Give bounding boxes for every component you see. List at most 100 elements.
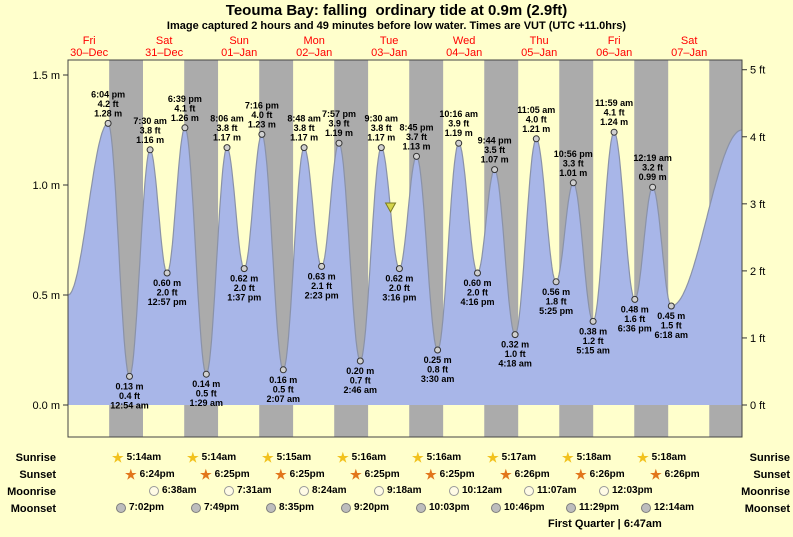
sunrise-entry: ★ 5:16am xyxy=(337,451,386,464)
tide-label-low: 0.32 m 1.0 ft 4:18 am xyxy=(498,340,532,369)
tide-point-dot xyxy=(279,366,287,374)
tide-label-low: 0.56 m 1.8 ft 5:25 pm xyxy=(539,287,573,316)
sunrise-star-icon: ★ xyxy=(412,450,424,465)
sunset-time: 6:25pm xyxy=(289,469,325,480)
moonrise-entry: 8:24am xyxy=(299,485,346,496)
tide-point-dot xyxy=(104,119,112,127)
tide-point-dot xyxy=(377,144,385,152)
sunrise-time: 5:16am xyxy=(351,452,387,463)
tide-label-low: 0.14 m 0.5 ft 1:29 am xyxy=(190,379,224,408)
tide-label-high: 10:56 pm 3.3 ft 1.01 m xyxy=(554,149,593,178)
tide-point-dot xyxy=(163,269,171,277)
moonset-icon xyxy=(266,502,276,513)
moonset-entry: 11:29pm xyxy=(566,502,619,513)
day-name: Sat xyxy=(155,35,173,47)
sunset-star-icon: ★ xyxy=(575,467,587,482)
tide-label-high: 11:59 am 4.1 ft 1.24 m xyxy=(595,98,633,127)
moonset-time: 7:49pm xyxy=(204,502,240,513)
sunset-time: 6:26pm xyxy=(514,469,550,480)
sunrise-entry: ★ 5:17am xyxy=(487,451,536,464)
left-axis-label: 0.0 m xyxy=(32,400,60,412)
moon-phase-note: First Quarter | 6:47am xyxy=(548,518,662,530)
moonrise-icon xyxy=(224,485,234,496)
day-label: Fri 06–Jan xyxy=(596,35,632,59)
left-axis-label: 1.5 m xyxy=(32,70,60,82)
moonset-entry: 12:14am xyxy=(641,502,694,513)
tide-point-dot xyxy=(552,278,560,286)
tide-point-dot xyxy=(631,295,639,303)
moonset-icon xyxy=(491,502,501,513)
sunrise-star-icon: ★ xyxy=(337,450,349,465)
tide-label-high: 6:39 pm 4.1 ft 1.26 m xyxy=(168,94,202,123)
sunrise-time: 5:14am xyxy=(201,452,237,463)
day-label: Sat 07–Jan xyxy=(671,35,707,59)
moonset-icon xyxy=(641,502,651,513)
capture-note: Image captured 2 hours and 49 minutes be… xyxy=(166,20,627,32)
tide-label-high: 8:45 pm 3.7 ft 1.13 m xyxy=(399,122,433,151)
tide-point-dot xyxy=(240,265,248,273)
day-name: Sat xyxy=(680,35,698,47)
sunrise-entry: ★ 5:14am xyxy=(187,451,236,464)
day-label: Sat 31–Dec xyxy=(145,35,183,59)
moonset-time: 8:35pm xyxy=(279,502,315,513)
sunrise-entry: ★ 5:18am xyxy=(637,451,686,464)
moonrise-icon xyxy=(449,485,459,496)
tide-label-low: 0.25 m 0.8 ft 3:30 am xyxy=(421,355,455,384)
sunset-entry: ★ 6:25pm xyxy=(200,468,250,481)
tide-label-high: 7:30 am 3.8 ft 1.16 m xyxy=(133,116,167,145)
moonrise-label-left: Moonrise xyxy=(7,486,56,498)
tide-label-low: 0.38 m 1.2 ft 5:15 am xyxy=(576,326,610,355)
moonrise-icon xyxy=(524,485,534,496)
sunset-entry: ★ 6:25pm xyxy=(350,468,400,481)
day-name: Wed xyxy=(452,35,476,47)
day-label: Mon 02–Jan xyxy=(296,35,332,59)
right-axis-label: 5 ft xyxy=(750,65,765,77)
tide-label-high: 6:04 pm 4.2 ft 1.28 m xyxy=(91,89,125,118)
sunset-time: 6:25pm xyxy=(214,469,250,480)
moonrise-time: 12:03pm xyxy=(612,485,653,496)
day-date: 01–Jan xyxy=(221,47,258,59)
moonset-label-left: Moonset xyxy=(10,503,56,515)
moonset-entry: 8:35pm xyxy=(266,502,314,513)
sunset-time: 6:24pm xyxy=(139,469,175,480)
day-name: Fri xyxy=(82,35,96,47)
sunrise-time: 5:18am xyxy=(576,452,612,463)
day-date: 03–Jan xyxy=(371,47,408,59)
day-name: Mon xyxy=(303,35,325,47)
sunrise-entry: ★ 5:16am xyxy=(412,451,461,464)
sunrise-time: 5:17am xyxy=(501,452,537,463)
sunrise-label-left: Sunrise xyxy=(15,452,56,464)
moonset-time: 7:02pm xyxy=(129,502,165,513)
sunset-star-icon: ★ xyxy=(350,467,362,482)
right-axis-label: 3 ft xyxy=(750,199,765,211)
tide-point-dot xyxy=(202,370,210,378)
day-name: Tue xyxy=(379,35,399,47)
sunrise-star-icon: ★ xyxy=(487,450,499,465)
sunset-time: 6:26pm xyxy=(664,469,700,480)
sunrise-entry: ★ 5:18am xyxy=(562,451,611,464)
sunset-label-left: Sunset xyxy=(19,469,56,481)
day-date: 06–Jan xyxy=(596,47,633,59)
moonrise-entry: 7:31am xyxy=(224,485,271,496)
sunrise-time: 5:16am xyxy=(426,452,462,463)
sunrise-entry: ★ 5:14am xyxy=(112,451,161,464)
sunrise-label-right: Sunrise xyxy=(749,452,790,464)
tide-point-dot xyxy=(649,183,657,191)
moonset-icon xyxy=(416,502,426,513)
day-label: Sun 01–Jan xyxy=(221,35,257,59)
moonset-time: 9:20pm xyxy=(354,502,390,513)
tide-point-dot xyxy=(146,146,154,154)
tide-label-low: 0.45 m 1.5 ft 6:18 am xyxy=(655,311,689,340)
tide-label-low: 0.63 m 2.1 ft 2:23 pm xyxy=(305,271,339,300)
moonset-icon xyxy=(566,502,576,513)
moonrise-icon xyxy=(374,485,384,496)
day-date: 31–Dec xyxy=(145,47,184,59)
moonrise-icon xyxy=(599,485,609,496)
sunset-star-icon: ★ xyxy=(125,467,137,482)
sunrise-time: 5:14am xyxy=(126,452,162,463)
moonrise-icon xyxy=(149,485,159,496)
sunrise-star-icon: ★ xyxy=(187,450,199,465)
moonset-icon xyxy=(116,502,126,513)
